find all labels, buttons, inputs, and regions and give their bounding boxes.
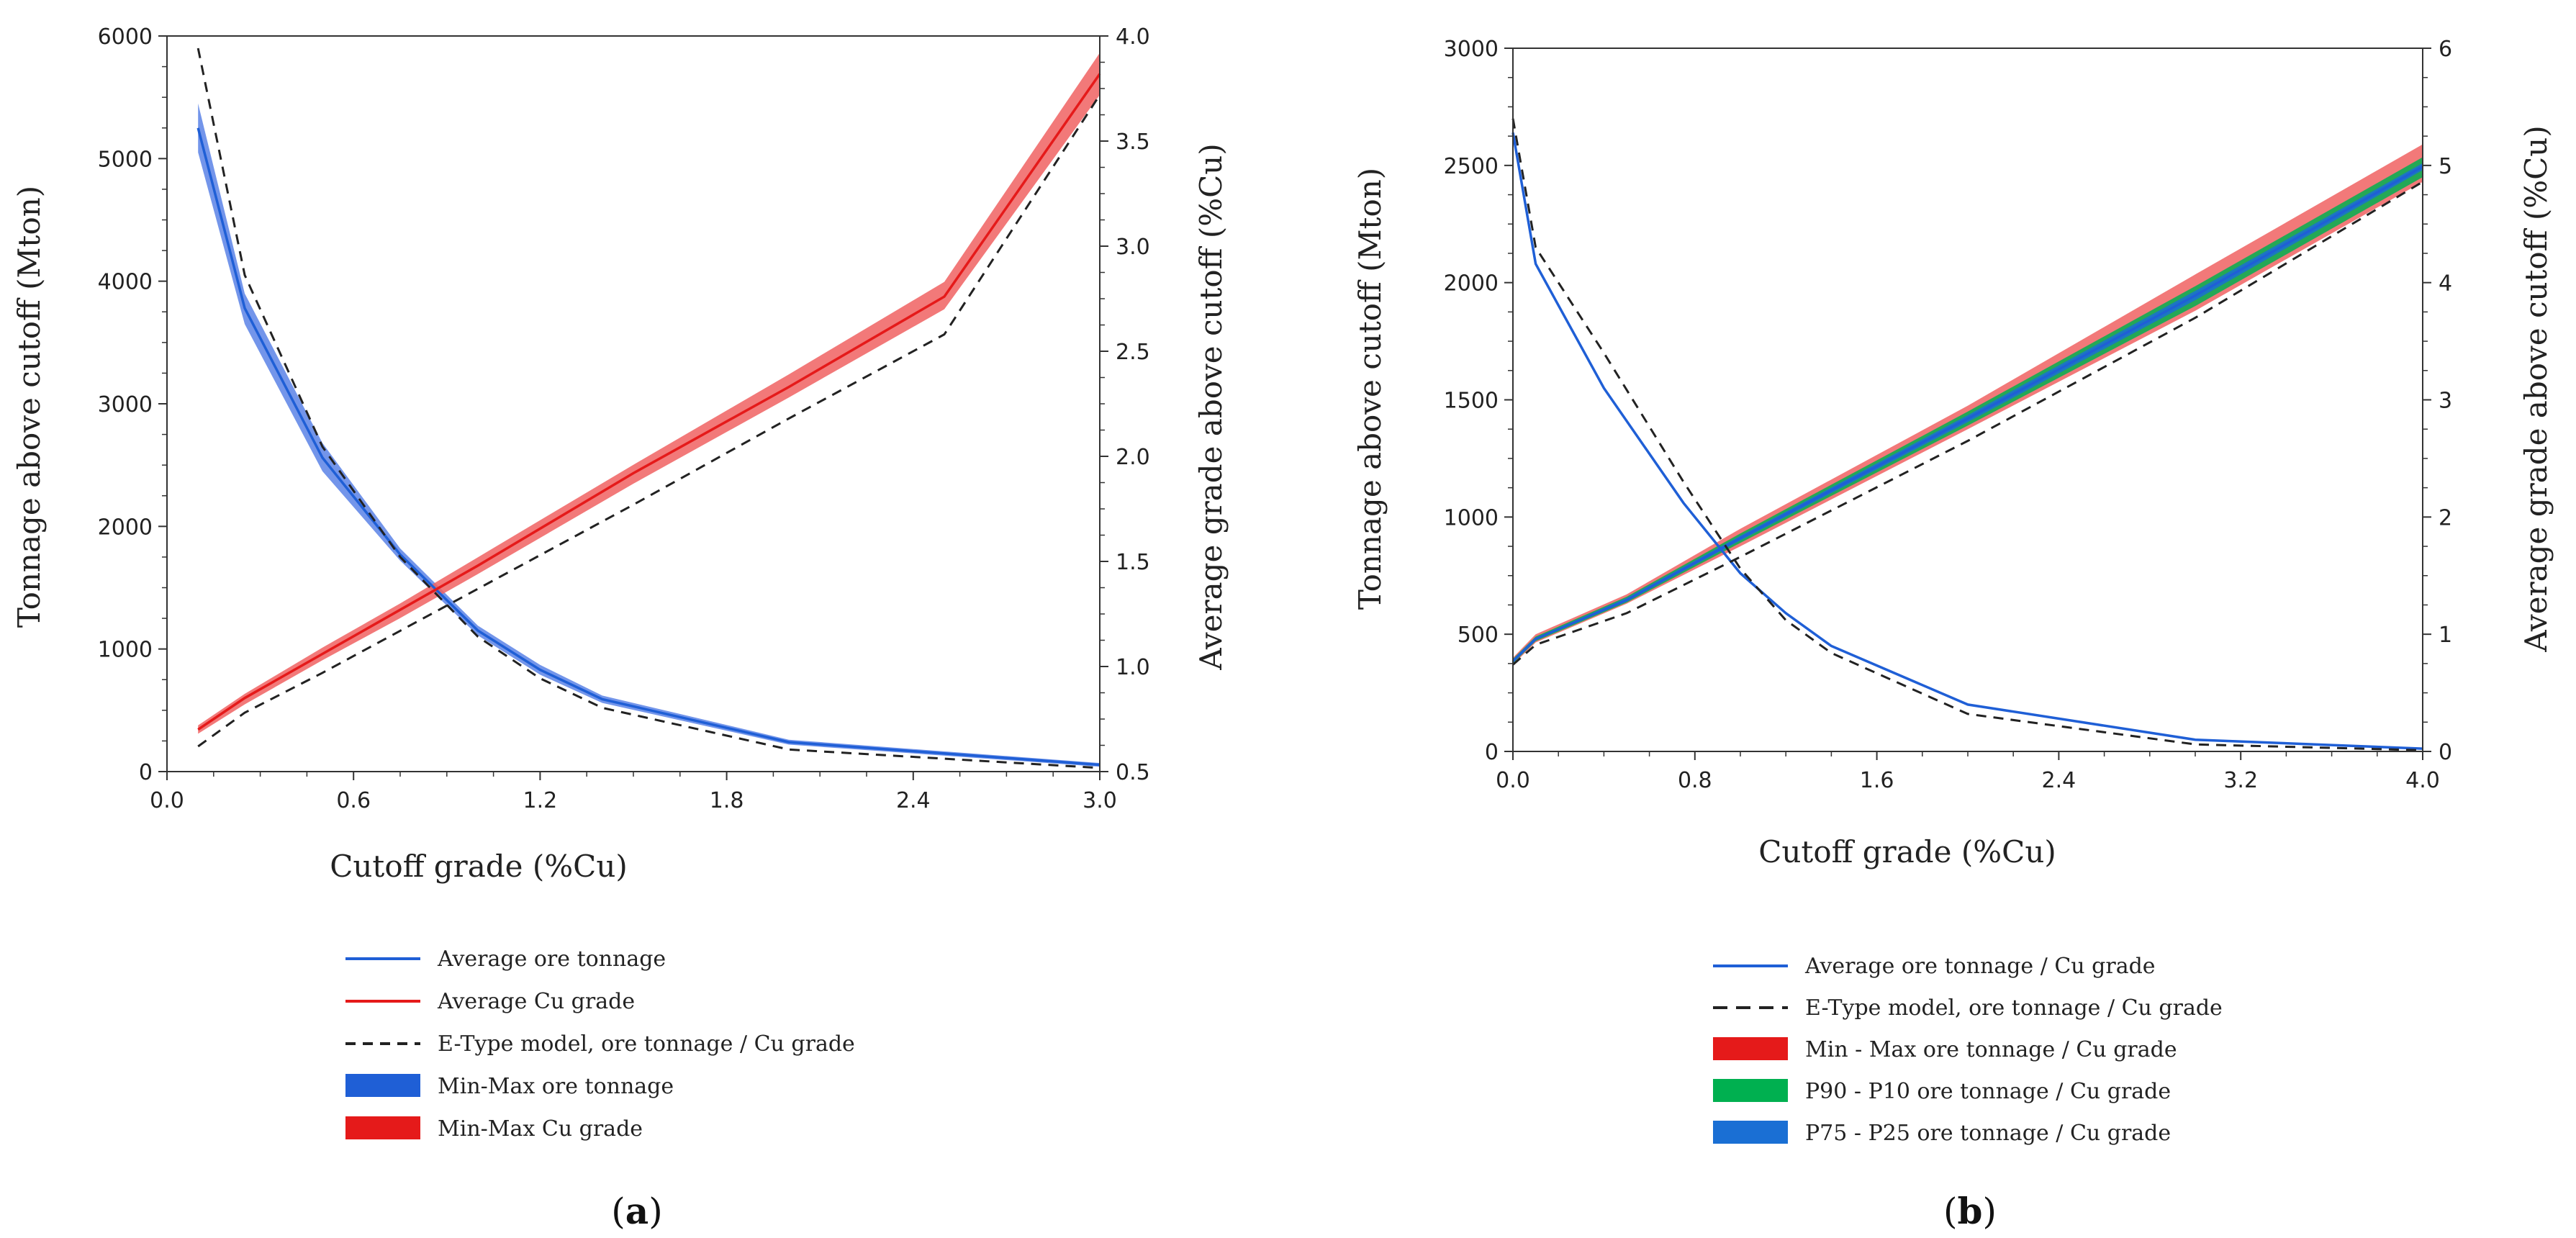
x-tick-label-b-5: 4.0: [2405, 768, 2440, 793]
panel-a-caption-close: ): [648, 1190, 663, 1232]
y-tick-label-a-0: 0: [139, 760, 153, 785]
y2-tick-label-a-6: 3.5: [1116, 130, 1150, 155]
x-tick-label-b-3: 2.4: [2042, 768, 2076, 793]
y-tick-label-a-6: 6000: [98, 24, 153, 50]
x-tick-label-b-4: 3.2: [2223, 768, 2258, 793]
legend-label-a-3: Min-Max ore tonnage: [438, 1074, 674, 1099]
panel-a-ylabel: Tonnage above cutoff (Mton): [12, 186, 47, 628]
y2-tick-label-a-4: 2.5: [1116, 340, 1150, 365]
y2-tick-label-a-5: 3.0: [1116, 235, 1150, 260]
legend-label-a-4: Min-Max Cu grade: [438, 1116, 643, 1142]
x-tick-label-a-0: 0.0: [150, 788, 184, 813]
legend-label-b-3: P90 - P10 ore tonnage / Cu grade: [1805, 1079, 2171, 1104]
legend-swatch-a-4: [345, 1116, 420, 1139]
series-line-a-2: [196, 48, 1101, 769]
y2-tick-label-b-4: 4: [2439, 271, 2452, 297]
y2-tick-label-b-0: 0: [2439, 740, 2452, 765]
x-tick-label-b-0: 0.0: [1496, 768, 1530, 793]
y-tick-label-a-2: 2000: [98, 515, 153, 540]
legend-label-a-2: E-Type model, ore tonnage / Cu grade: [438, 1031, 855, 1057]
y2-tick-label-a-3: 2.0: [1116, 445, 1150, 470]
y2-tick-label-a-2: 1.5: [1116, 550, 1150, 575]
plot-frame-b: [1512, 48, 2423, 752]
legend-swatch-a-3: [345, 1074, 420, 1097]
legend-label-b-4: P75 - P25 ore tonnage / Cu grade: [1805, 1121, 2171, 1146]
series-line-b-3: [1512, 181, 2423, 666]
x-tick-label-a-1: 0.6: [336, 788, 371, 813]
legend-swatch-b-3: [1713, 1079, 1788, 1102]
panel-a-caption-open: (: [611, 1190, 625, 1232]
x-tick-label-b-1: 0.8: [1678, 768, 1712, 793]
legend-label-a-0: Average ore tonnage: [437, 946, 666, 972]
y2-tick-label-b-2: 2: [2439, 505, 2452, 530]
y2-tick-label-a-1: 1.0: [1116, 655, 1150, 680]
panel-a-caption-label: a: [625, 1190, 648, 1232]
y2-tick-label-b-5: 5: [2439, 154, 2452, 179]
y-tick-label-b-0: 0: [1485, 740, 1499, 765]
y-tick-label-a-5: 5000: [98, 147, 153, 172]
panel-a-caption: (a): [611, 1190, 662, 1232]
panel-a-axes: 0.0 0.6 1.2 1.8 2.4 3.0 0 1000 2000 3000 4000 5000 6…: [98, 24, 1150, 813]
legend-swatch-b-2: [1713, 1037, 1788, 1060]
y2-tick-label-a-7: 4.0: [1116, 24, 1150, 50]
legend-label-b-1: E-Type model, ore tonnage / Cu grade: [1805, 995, 2223, 1021]
y-tick-label-b-6: 3000: [1444, 37, 1499, 62]
x-tick-label-a-4: 2.4: [896, 788, 931, 813]
series-line-b-2: [1511, 118, 2423, 751]
panel-a: 0.0 0.6 1.2 1.8 2.4 3.0 0 1000 2000 3000 4000 5000 6…: [12, 24, 1229, 1232]
x-tick-label-a-2: 1.2: [523, 788, 558, 813]
panel-a-legend: Average ore tonnage Average Cu grade E-Typ…: [345, 946, 855, 1142]
panel-a-bands: [198, 53, 1101, 767]
y-tick-label-b-1: 500: [1458, 623, 1499, 648]
panel-b-ylabel: Tonnage above cutoff (Mton): [1352, 168, 1388, 610]
y-tick-label-b-5: 2500: [1444, 154, 1499, 179]
series-line-b-1: [1511, 165, 2423, 662]
panel-a-y2label: Average grade above cutoff (%Cu): [1193, 143, 1229, 670]
panel-b-legend: Average ore tonnage / Cu grade E-Type mod…: [1713, 954, 2223, 1146]
y-tick-label-a-4: 4000: [98, 270, 153, 295]
y2-tick-label-b-3: 3: [2439, 389, 2452, 414]
panel-b-lines: [1511, 118, 2423, 751]
panel-a-lines: [196, 48, 1101, 769]
y2-tick-label-a-0: 0.5: [1116, 760, 1150, 785]
series-line-a-1: [197, 73, 1101, 731]
legend-swatch-b-4: [1713, 1121, 1788, 1144]
panel-b: 0.0 0.8 1.6 2.4 3.2 4.00500100015002000250030…: [1352, 37, 2554, 1232]
y2-tick-label-b-1: 1: [2439, 623, 2452, 648]
x-tick-label-a-3: 1.8: [710, 788, 744, 813]
band-a-1: [198, 53, 1101, 734]
y-tick-label-a-3: 3000: [98, 392, 153, 417]
legend-label-b-2: Min - Max ore tonnage / Cu grade: [1805, 1037, 2177, 1062]
x-tick-label-b-2: 1.6: [1860, 768, 1894, 793]
legend-label-b-0: Average ore tonnage / Cu grade: [1804, 954, 2156, 979]
panel-b-caption: (b): [1943, 1190, 1997, 1232]
legend-label-a-1: Average Cu grade: [437, 989, 635, 1014]
y-tick-label-b-4: 2000: [1444, 271, 1499, 297]
series-line-a-0: [196, 127, 1101, 767]
y-tick-label-b-3: 1500: [1444, 389, 1499, 414]
y-tick-label-a-1: 1000: [98, 638, 153, 663]
y-tick-label-b-2: 1000: [1444, 505, 1499, 530]
panel-b-y2label: Average grade above cutoff (%Cu): [2518, 125, 2554, 652]
panel-a-xlabel: Cutoff grade (%Cu): [330, 849, 628, 884]
x-tick-label-a-5: 3.0: [1083, 788, 1117, 813]
panel-b-caption-open: (: [1943, 1190, 1958, 1232]
panel-b-xlabel: Cutoff grade (%Cu): [1758, 834, 2056, 869]
series-line-a-3: [197, 94, 1101, 748]
panel-b-caption-label: b: [1958, 1190, 1983, 1232]
y2-tick-label-b-6: 6: [2439, 37, 2452, 62]
panel-b-caption-close: ): [1982, 1190, 1997, 1232]
panel-b-axes: 0.0 0.8 1.6 2.4 3.2 4.00500100015002000250030…: [1444, 37, 2452, 793]
